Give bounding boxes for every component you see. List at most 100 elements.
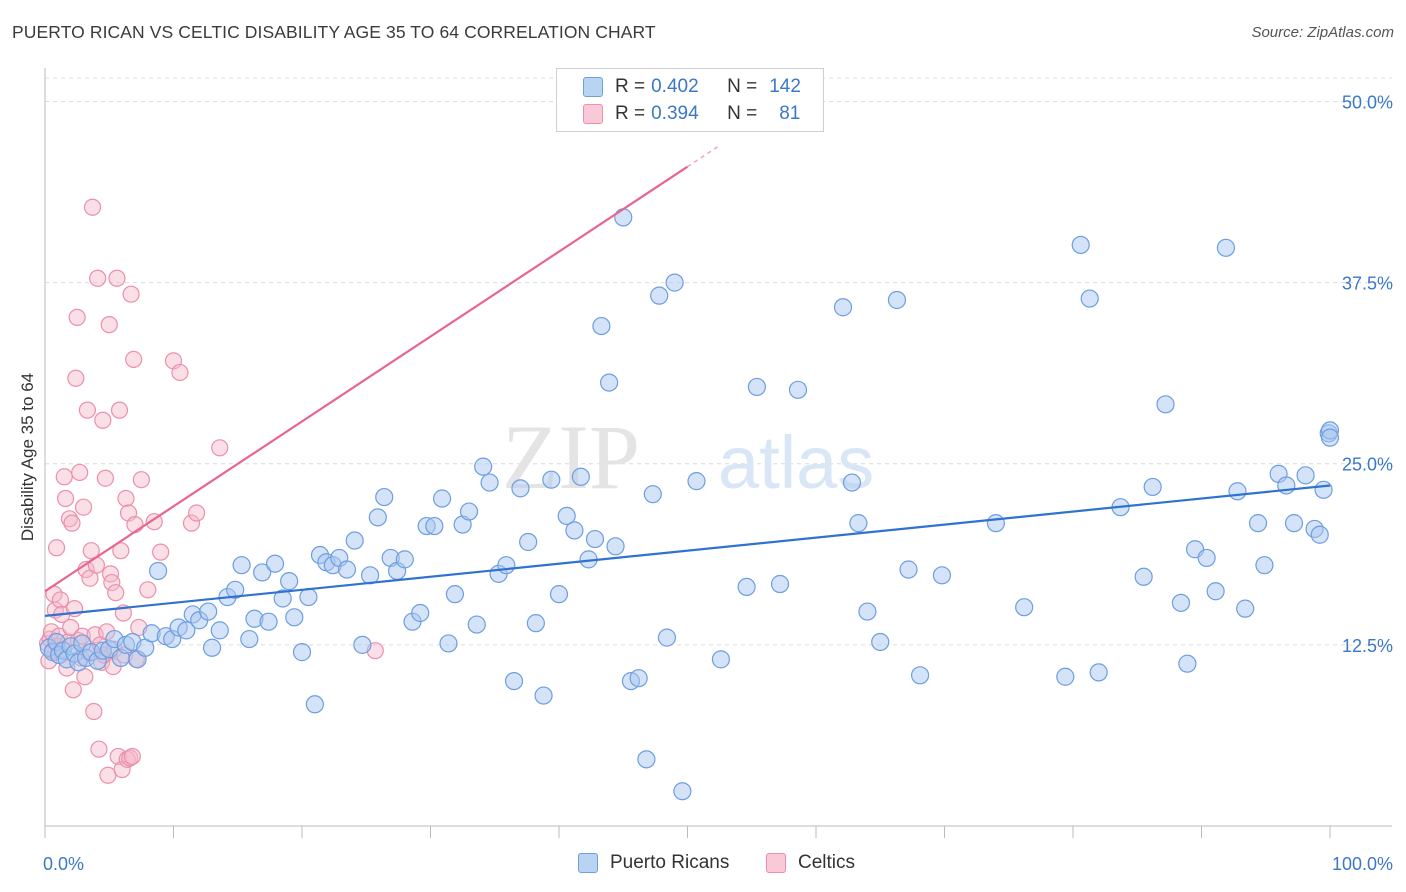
puerto-ricans-point <box>788 380 808 399</box>
puerto-ricans-point <box>1080 289 1099 308</box>
puerto-ricans-point <box>1248 514 1268 533</box>
bottom-legend-swatch-blue <box>578 853 598 873</box>
puerto-ricans-point <box>858 602 877 621</box>
puerto-ricans-point <box>1056 667 1075 686</box>
puerto-ricans-point <box>459 502 479 521</box>
puerto-ricans-point <box>592 316 611 336</box>
tick-labels: 12.5% 25.0% 37.5% 50.0% 0.0% 100.0% <box>43 92 1393 874</box>
legend-n-value: 142 <box>769 76 801 97</box>
puerto-ricans-point <box>519 532 538 552</box>
puerto-ricans-point <box>1228 482 1247 501</box>
puerto-ricans-point <box>1089 663 1108 682</box>
puerto-ricans-point <box>910 666 930 685</box>
puerto-ricans-point <box>337 560 357 579</box>
puerto-ricans-point <box>1178 654 1197 673</box>
puerto-ricans-point <box>199 602 218 621</box>
y-tick-label: 12.5% <box>1342 636 1393 656</box>
celtics-point <box>107 584 125 602</box>
celtics-point <box>110 401 129 419</box>
puerto-ricans-point <box>673 782 692 801</box>
x-tick-label: 100.0% <box>1332 854 1393 874</box>
puerto-ricans-point <box>504 671 524 691</box>
celtics-point <box>126 515 144 534</box>
celtics-point <box>67 369 85 387</box>
celtics-point <box>64 681 82 699</box>
legend-swatch-pink <box>583 104 603 124</box>
puerto-ricans-point <box>439 634 458 653</box>
axes <box>44 68 1392 838</box>
puerto-ricans-point <box>1171 593 1191 612</box>
puerto-ricans-point <box>1143 477 1162 497</box>
puerto-ricans-point <box>292 643 312 662</box>
puerto-ricans-point <box>280 572 299 591</box>
bottom-legend-swatch-pink <box>766 853 786 873</box>
puerto-ricans-point <box>565 521 584 540</box>
watermark: ZIP atlas <box>502 406 874 508</box>
puerto-ricans-point <box>1314 480 1333 499</box>
puerto-ricans-point <box>542 470 561 489</box>
puerto-ricans-point <box>353 635 372 654</box>
celtics-point <box>94 411 112 429</box>
puerto-ricans-point <box>887 290 907 310</box>
puerto-ricans-point <box>557 506 576 526</box>
celtics-point <box>47 539 66 557</box>
puerto-ricans-point <box>497 556 516 575</box>
puerto-ricans-point <box>445 585 465 604</box>
bottom-legend-label: Celtics <box>798 852 856 873</box>
puerto-ricans-point <box>606 537 625 556</box>
celtics-point <box>62 618 80 637</box>
puerto-ricans-point <box>657 628 677 647</box>
puerto-ricans-point <box>571 467 590 486</box>
celtics-point <box>188 504 206 522</box>
puerto-ricans-point <box>1134 567 1153 586</box>
celtics-point <box>68 308 86 326</box>
puerto-ricans-point <box>1216 238 1236 257</box>
puerto-ricans-point <box>770 574 790 594</box>
puerto-ricans-point <box>474 457 493 476</box>
puerto-ricans-point <box>932 566 952 585</box>
bottom-legend-celtics: Celtics <box>766 852 855 874</box>
puerto-ricans-point <box>177 621 196 640</box>
celtics-point <box>87 556 106 574</box>
legend-r-value: 0.402 <box>651 76 699 97</box>
puerto-ricans-points <box>39 208 1340 801</box>
celtics-point <box>103 573 121 592</box>
puerto-ricans-point <box>687 472 706 491</box>
puerto-ricans-point <box>1284 514 1304 533</box>
puerto-ricans-point <box>650 286 669 305</box>
puerto-ricans-point <box>1156 395 1175 414</box>
puerto-ricans-point <box>665 273 684 292</box>
puerto-ricans-point <box>345 531 364 550</box>
puerto-ricans-point <box>614 208 633 227</box>
puerto-ricans-point <box>629 669 648 688</box>
y-tick-label: 50.0% <box>1342 92 1393 112</box>
puerto-ricans-point <box>202 638 222 657</box>
legend-n-label: N = <box>727 76 758 97</box>
puerto-ricans-point <box>259 612 278 631</box>
trend-lines <box>44 144 1331 617</box>
celtics-point <box>63 514 81 532</box>
puerto-ricans-point <box>265 554 285 573</box>
legend-r-label: R = <box>615 76 646 97</box>
puerto-ricans-point <box>305 695 324 714</box>
puerto-ricans-point <box>600 373 619 392</box>
celtics-point <box>83 198 102 216</box>
puerto-ricans-point <box>549 585 569 604</box>
celtics-point <box>55 468 73 486</box>
celtics-trend-line <box>44 165 689 593</box>
celtics-point <box>182 514 201 532</box>
celtics-point <box>100 316 118 334</box>
puerto-ricans-point <box>226 580 245 599</box>
celtics-point <box>123 747 141 766</box>
legend-row-celtics: R = 0.394 N = 81 <box>583 102 800 126</box>
celtics-point <box>117 489 135 508</box>
celtics-point <box>90 740 108 758</box>
puerto-ricans-point <box>511 479 530 498</box>
puerto-ricans-point <box>711 650 731 669</box>
celtics-point <box>108 269 126 287</box>
celtics-point <box>152 543 170 561</box>
source-label: Source: ZipAtlas.com <box>1251 24 1394 41</box>
puerto-ricans-point <box>1236 599 1255 618</box>
celtics-point <box>51 591 70 609</box>
